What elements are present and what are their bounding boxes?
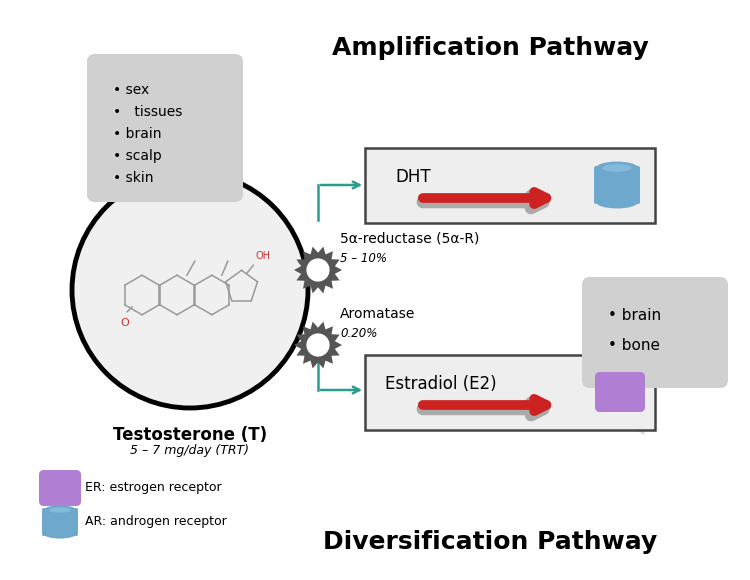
Text: Testosterone (T): Testosterone (T) [113,426,267,444]
FancyBboxPatch shape [87,54,243,202]
FancyBboxPatch shape [39,470,81,506]
Ellipse shape [596,162,638,175]
Circle shape [305,257,331,283]
Text: • brain: • brain [608,307,662,322]
Text: Diversification Pathway: Diversification Pathway [322,530,657,554]
FancyBboxPatch shape [42,508,78,536]
Ellipse shape [44,530,76,539]
Text: 0.20%: 0.20% [340,327,377,340]
Circle shape [305,332,331,358]
Polygon shape [294,321,342,368]
Ellipse shape [44,505,76,514]
Ellipse shape [602,164,632,172]
Text: 5α-reductase (5α-R): 5α-reductase (5α-R) [340,232,479,246]
Text: • sex: • sex [113,83,149,97]
Text: O: O [121,318,130,328]
Text: ER: estrogen receptor: ER: estrogen receptor [85,481,222,495]
Text: Aromatase: Aromatase [340,307,416,321]
Polygon shape [225,184,285,234]
Text: •   tissues: • tissues [113,105,182,119]
Text: 5 – 7 mg/day (TRT): 5 – 7 mg/day (TRT) [130,444,250,457]
Ellipse shape [596,195,638,208]
Text: 5 – 10%: 5 – 10% [340,252,387,265]
Circle shape [72,172,308,408]
FancyBboxPatch shape [365,148,655,223]
Text: DHT: DHT [395,168,430,186]
FancyBboxPatch shape [594,166,640,204]
Text: • scalp: • scalp [113,149,162,163]
FancyBboxPatch shape [595,372,645,412]
Text: • bone: • bone [608,338,660,353]
Text: Amplification Pathway: Amplification Pathway [332,36,648,60]
FancyBboxPatch shape [365,355,655,430]
Polygon shape [600,380,645,435]
Ellipse shape [49,508,71,513]
FancyBboxPatch shape [582,277,728,388]
Polygon shape [294,246,342,293]
Text: AR: androgen receptor: AR: androgen receptor [85,516,226,528]
Text: • skin: • skin [113,171,154,185]
Text: Estradiol (E2): Estradiol (E2) [385,375,496,393]
Text: • brain: • brain [113,127,161,141]
Text: OH: OH [255,251,270,261]
